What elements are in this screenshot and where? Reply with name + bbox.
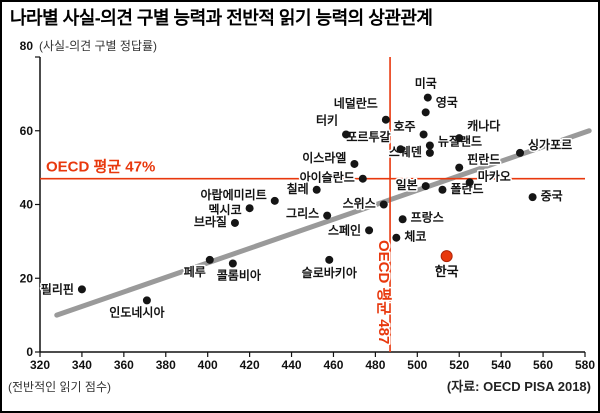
data-point: [465, 178, 474, 187]
data-point: [205, 255, 214, 264]
x-tick-label: 380: [156, 358, 176, 372]
data-point: [528, 193, 537, 202]
data-point: [358, 174, 367, 183]
country-point-label: 핀란드: [467, 152, 500, 167]
country-point-label: 네덜란드: [334, 96, 378, 111]
data-point: [342, 130, 351, 139]
data-point: [312, 185, 321, 194]
data-point: [419, 130, 428, 139]
data-point: [228, 259, 237, 268]
country-point-label: 칠레: [287, 181, 309, 196]
data-point: [142, 296, 151, 305]
data-point: [379, 200, 388, 209]
country-point-label: 마카오: [478, 168, 511, 183]
data-point: [365, 226, 374, 235]
data-point: [396, 145, 405, 154]
data-point: [438, 185, 447, 194]
x-tick-label: 560: [533, 358, 553, 372]
oecd-avg-horizontal-label: OECD 평균 47%: [46, 158, 155, 176]
x-tick-label: 440: [282, 358, 302, 372]
country-point-label: 멕시코: [208, 202, 241, 217]
country-point-label: 캐나다: [467, 118, 500, 133]
country-point-label: 중국: [541, 189, 563, 203]
data-point: [77, 285, 86, 294]
data-point: [350, 159, 359, 168]
data-point: [421, 182, 430, 191]
data-point: [323, 211, 332, 220]
country-point-label: 그리스: [286, 206, 319, 221]
y-tick-label: 80: [20, 39, 34, 53]
data-point: [392, 233, 401, 242]
trend-line: [54, 128, 592, 318]
data-point: [423, 93, 432, 102]
country-point-label: 아이슬란드: [300, 170, 355, 185]
country-point-label: 스위스: [343, 197, 376, 211]
axes-layer: 320 340 360 380 400 420 440 460 480 500 520 540 560 5…: [20, 39, 596, 372]
x-tick-label: 460: [323, 358, 343, 372]
data-point: [425, 141, 434, 150]
x-tick-label: 420: [240, 358, 260, 372]
x-tick-label: 480: [365, 358, 385, 372]
country-point-label: 이스라엘: [302, 150, 346, 165]
country-point-label: 일본: [396, 178, 418, 192]
chart-title: 나라별 사실-의견 구별 능력과 전반적 읽기 능력의 상관관계: [10, 8, 432, 28]
x-tick-label: 320: [30, 358, 50, 372]
data-point: [245, 204, 254, 213]
data-point: [270, 196, 279, 205]
y-tick-label: 0: [26, 345, 33, 359]
source-note: (자료: OECD PISA 2018): [447, 379, 591, 394]
oecd-avg-vertical-label: OECD 평균 487: [375, 240, 393, 344]
data-point: [325, 255, 334, 264]
trend-line-layer: [54, 128, 592, 318]
country-point-label: 체코: [404, 229, 426, 244]
x-tick-label: 360: [114, 358, 134, 372]
x-tick-label: 400: [198, 358, 218, 372]
x-tick-label: 520: [449, 358, 469, 372]
y-tick-label: 40: [20, 198, 34, 212]
country-point-label: 브라질: [194, 214, 227, 229]
country-point-label: 스페인: [328, 222, 361, 237]
data-point: [381, 115, 390, 124]
country-point-label: 터키: [316, 112, 338, 127]
country-point-label: 스웨덴: [389, 144, 422, 159]
x-tick-label: 540: [491, 358, 511, 372]
reference-lines-layer: OECD 평균 47% OECD 평균 487: [40, 57, 585, 352]
y-axis-note: (사실-의견 구별 정답률): [39, 39, 157, 53]
country-point-label: 호주: [394, 119, 416, 133]
country-point-label: 콜롬비아: [217, 268, 261, 283]
points-layer: [77, 93, 537, 305]
x-tick-label: 500: [407, 358, 427, 372]
y-tick-label: 20: [20, 271, 34, 285]
country-point-label: 프랑스: [411, 210, 444, 224]
country-point-label: 페루: [184, 265, 206, 279]
x-axis-note: (전반적인 읽기 점수): [8, 380, 111, 394]
country-point-label: 인도네시아: [109, 304, 164, 319]
data-point: [455, 163, 464, 172]
y-tick-label: 60: [20, 124, 34, 138]
data-point: [516, 148, 525, 157]
country-point-label: 싱가포르: [528, 137, 572, 152]
country-point-label: 아랍에미리트: [201, 187, 267, 202]
country-point-label: 미국: [415, 76, 437, 91]
country-point-label: 필리핀: [41, 281, 74, 296]
country-labels-layer: 미국영국네덜란드터키호주캐나다뉴질랜드포르투갈스웨덴싱가포르이스라엘핀란드아이슬…: [39, 74, 573, 321]
country-point-label: 폴란드: [450, 181, 483, 196]
x-tick-label: 580: [575, 358, 595, 372]
data-point: [421, 108, 430, 117]
data-point: [425, 148, 434, 157]
country-point-label: 슬로바키아: [302, 265, 357, 280]
korea-data-point: [440, 250, 453, 263]
data-point: [398, 215, 407, 224]
x-tick-label: 340: [72, 358, 92, 372]
country-point-label: 포르투갈: [346, 130, 390, 144]
data-point: [455, 134, 464, 143]
korea-point-label: 한국: [435, 264, 459, 279]
country-point-label: 영국: [436, 94, 458, 109]
data-point: [230, 218, 239, 227]
